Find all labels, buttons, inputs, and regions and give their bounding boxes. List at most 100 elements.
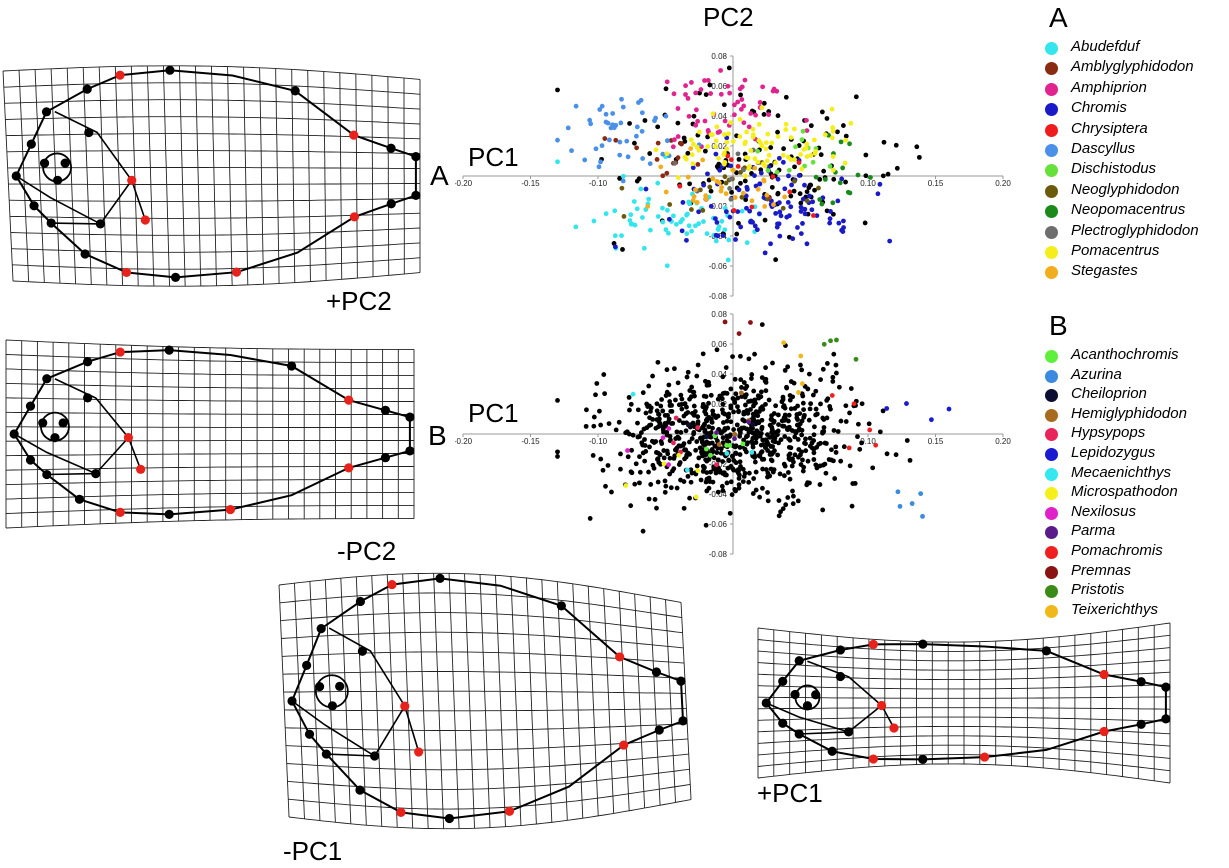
scatter-point-other bbox=[687, 439, 692, 445]
fish-outline bbox=[13, 349, 411, 516]
scatter-point-chromis bbox=[786, 173, 791, 179]
scatter-point-other bbox=[648, 409, 653, 414]
scatter-point-pomacentrus bbox=[689, 152, 695, 158]
landmark-black bbox=[42, 469, 52, 480]
scatter-point-abudefduf bbox=[701, 219, 706, 224]
scatter-point-other bbox=[555, 449, 560, 455]
scatter-point-abudefduf bbox=[619, 233, 624, 239]
scatter-point-other bbox=[884, 451, 890, 457]
scatter-point-lepidozygus bbox=[884, 406, 890, 411]
fish-outline bbox=[15, 69, 417, 279]
scatter-point-other bbox=[753, 432, 759, 438]
scatter-point-amblyglyphidodon bbox=[675, 155, 681, 161]
scatter-point-other bbox=[751, 403, 756, 409]
landmark-black bbox=[676, 676, 686, 686]
scatter-point-other bbox=[768, 145, 774, 150]
scatter-point-azurina bbox=[918, 491, 924, 497]
scatter-point-amphiprion bbox=[685, 95, 691, 101]
scatter-point-pomacentrus bbox=[755, 159, 761, 165]
scatter-point-abudefduf bbox=[640, 215, 645, 220]
scatter-point-azurina bbox=[920, 513, 925, 519]
scatter-point-premnas bbox=[736, 331, 742, 336]
scatter-point-other bbox=[775, 428, 781, 434]
scatter-point-pomachromis bbox=[851, 401, 857, 407]
x-tick-label: -0.10 bbox=[589, 437, 608, 446]
scatter-point-other bbox=[741, 411, 747, 417]
scatter-point-other bbox=[625, 454, 631, 460]
scatter-point-neopomacentrus bbox=[847, 141, 852, 147]
scatter-point-other bbox=[685, 369, 691, 375]
scatter-point-other bbox=[790, 488, 795, 494]
scatter-point-stegastes bbox=[700, 157, 706, 163]
scatter-point-other bbox=[799, 432, 805, 438]
scatter-point-pomacentrus bbox=[843, 137, 849, 143]
scatter-point-abudefduf bbox=[620, 173, 626, 179]
scatter-point-amphiprion bbox=[702, 78, 707, 83]
scatter-point-other bbox=[800, 393, 806, 399]
scatter-point-other bbox=[740, 466, 746, 472]
scatter-point-dascyllus bbox=[603, 111, 609, 117]
scatter-point-pomacentrus bbox=[783, 121, 789, 127]
scatter-point-amphiprion bbox=[686, 113, 692, 119]
scatter-point-other bbox=[709, 440, 715, 446]
landmark-black bbox=[790, 689, 800, 700]
legend-label: Mecaenichthys bbox=[1071, 463, 1172, 481]
scatter-point-amphiprion bbox=[741, 120, 747, 126]
deformation-grid-lines bbox=[757, 622, 1171, 784]
scatter-point-other bbox=[700, 401, 706, 407]
scatter-point-amphiprion bbox=[702, 118, 708, 124]
scatter-point-other bbox=[700, 351, 706, 357]
legend-swatch bbox=[1045, 565, 1058, 579]
scatter-point-chrysiptera bbox=[770, 174, 776, 180]
scatter-point-chromis bbox=[773, 210, 779, 216]
legend-label: Abudefduf bbox=[1071, 38, 1140, 55]
scatter-point-other bbox=[743, 197, 749, 203]
scatter-point-abudefduf bbox=[726, 237, 732, 243]
scatter-point-chromis bbox=[795, 225, 800, 230]
scatter-point-other bbox=[819, 109, 825, 115]
scatter-point-pomacentrus bbox=[714, 124, 720, 130]
landmark-black bbox=[794, 656, 804, 666]
scatter-point-stegastes bbox=[764, 192, 770, 198]
legend-swatch bbox=[1045, 526, 1058, 540]
scatter-point-other bbox=[685, 150, 691, 156]
scatter-point-other bbox=[715, 457, 721, 463]
scatter-point-other bbox=[775, 432, 780, 438]
scatter-point-other bbox=[767, 435, 773, 440]
scatter-point-amphiprion bbox=[748, 111, 754, 116]
legend-swatch bbox=[1045, 205, 1058, 219]
scatter-point-other bbox=[734, 231, 740, 237]
scatter-point-neoglyphidodon bbox=[689, 207, 694, 212]
scatter-point-other bbox=[786, 456, 792, 462]
landmark-black bbox=[91, 469, 101, 479]
scatter-point-dascyllus bbox=[618, 120, 624, 126]
scatter-point-chromis bbox=[747, 208, 753, 214]
scatter-point-other bbox=[782, 463, 788, 469]
legend-swatch bbox=[1045, 487, 1058, 501]
scatter-point-amphiprion bbox=[732, 112, 737, 118]
scatter-point-pomacentrus bbox=[830, 167, 836, 173]
scatter-point-other bbox=[788, 406, 794, 412]
scatter-point-dischistodus bbox=[800, 128, 806, 134]
landmark-black bbox=[335, 681, 345, 691]
scatter-point-dascyllus bbox=[660, 151, 666, 157]
scatter-point-pomacentrus bbox=[691, 141, 696, 147]
scatter-point-amphiprion bbox=[804, 128, 810, 134]
scatter-point-other bbox=[693, 447, 699, 453]
scatter-point-other bbox=[732, 376, 738, 382]
scatter-point-other bbox=[770, 469, 776, 475]
scatter-point-mecaenichthys bbox=[684, 467, 690, 473]
scatter-point-other bbox=[784, 385, 790, 391]
scatter-point-other bbox=[598, 422, 604, 428]
scatter-point-other bbox=[679, 401, 684, 407]
scatter-point-amphiprion bbox=[695, 118, 701, 124]
scatter-point-neoglyphidodon bbox=[792, 178, 797, 184]
scatter-point-other bbox=[683, 454, 689, 460]
scatter-point-pomacentrus bbox=[765, 131, 771, 137]
scatter-point-other bbox=[694, 439, 700, 444]
scatter-point-other bbox=[748, 426, 753, 432]
scatter-point-chromis bbox=[768, 241, 773, 247]
legend-label: Hemiglyphidodon bbox=[1071, 404, 1187, 422]
scatter-point-other bbox=[736, 467, 742, 473]
fish-outline bbox=[290, 577, 685, 820]
